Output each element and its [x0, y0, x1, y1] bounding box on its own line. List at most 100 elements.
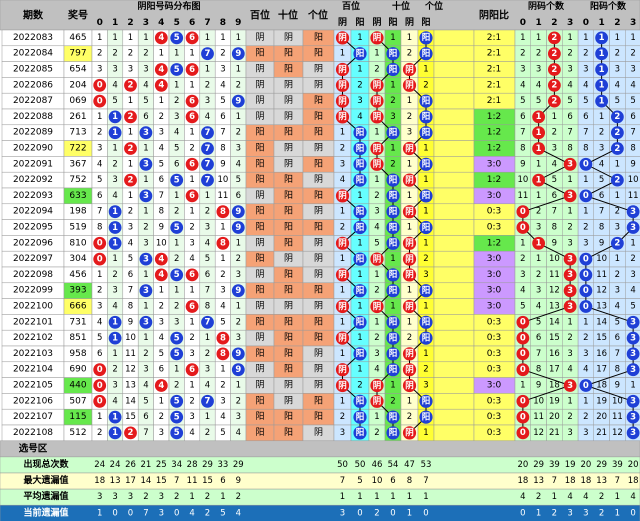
- dist-stat: 2: [236, 492, 241, 502]
- yang-count-stat: 0: [630, 508, 635, 518]
- header-pos-yang-1: 阳: [355, 17, 364, 28]
- period-value: 2022099: [13, 286, 53, 296]
- yin-count-stat: 3: [567, 508, 572, 518]
- bai-pos-ball-label: 阳: [356, 144, 365, 154]
- pos-miss: 1: [374, 175, 379, 185]
- yang-count-miss: 3: [615, 65, 620, 75]
- pad-cell: [433, 77, 475, 94]
- bai-attr: 阳: [255, 411, 264, 422]
- bai-pos-ball-label: 阳: [356, 207, 365, 217]
- yin-count-miss: 17: [549, 365, 560, 375]
- yang-count-miss: 5: [615, 96, 620, 106]
- prize-value: 507: [69, 396, 86, 406]
- yin-count-ball-label: 3: [567, 302, 573, 312]
- bai-pos-ball-label: 阴: [338, 302, 347, 312]
- period-value: 2022093: [13, 191, 53, 201]
- yin-count-miss: 9: [552, 238, 557, 248]
- pos-miss: 1: [357, 333, 362, 343]
- dist-miss: 2: [97, 49, 102, 59]
- bai-pos-ball-label: 阴: [338, 112, 347, 122]
- dist-miss: 1: [174, 80, 179, 90]
- period-value: 2022100: [13, 302, 53, 312]
- dist-miss: 1: [112, 144, 117, 154]
- yin-count-miss: 6: [520, 112, 525, 122]
- dist-miss: 1: [143, 33, 148, 43]
- dist-ball-0-label: 0: [97, 381, 103, 391]
- yang-count-ball-label: 3: [630, 207, 636, 217]
- pos-miss: 1: [374, 412, 379, 422]
- yang-count-miss: 10: [612, 396, 623, 406]
- pos-miss: 1: [374, 317, 379, 327]
- pos-miss: 3: [390, 112, 395, 122]
- pos-miss: 1: [423, 302, 428, 312]
- dist-stat: 34: [171, 460, 182, 470]
- dist-miss: 2: [220, 49, 225, 59]
- dist-miss: 5: [128, 254, 133, 264]
- dist-miss: 2: [112, 270, 117, 280]
- yin-count-miss: 2: [567, 412, 572, 422]
- dist-miss: 4: [205, 112, 210, 122]
- dist-ball-6: [185, 31, 199, 45]
- dist-miss: 1: [97, 412, 102, 422]
- pos-miss: 2: [374, 191, 379, 201]
- dist-ball-5-label: 5: [174, 33, 180, 43]
- dist-ball-9: [231, 47, 245, 61]
- bai-pos-ball: [335, 62, 350, 77]
- dist-stat: 28: [187, 460, 198, 470]
- bai-attr: 阳: [255, 206, 264, 217]
- yin-count-stat: 7: [552, 476, 557, 486]
- dist-miss: 1: [189, 317, 194, 327]
- dist-miss: 1: [128, 159, 133, 169]
- yin-count-ball-label: 2: [551, 65, 557, 75]
- yin-count-miss: 7: [567, 128, 572, 138]
- shi-pos-ball-label: 阳: [389, 428, 398, 438]
- dist-miss: 3: [112, 175, 117, 185]
- shi-attr: 阴: [284, 253, 293, 264]
- ratio-value: 2:1: [487, 80, 501, 90]
- yang-count-miss: 2: [583, 223, 588, 233]
- dist-ball-2-label: 2: [128, 428, 134, 438]
- pos-miss: 1: [407, 159, 412, 169]
- shi-pos-ball-label: 阳: [389, 412, 398, 422]
- dist-miss: 3: [143, 365, 148, 375]
- dist-miss: 5: [159, 349, 164, 359]
- dist-stat: 29: [202, 460, 213, 470]
- bai-pos-ball-label: 阴: [338, 96, 347, 106]
- pos-miss: 1: [357, 191, 362, 201]
- shi-attr: 阳: [284, 206, 293, 217]
- bai-pos-ball-label: 阴: [338, 365, 347, 375]
- yin-count-miss: 5: [536, 317, 541, 327]
- header-hundreds-group: 百位: [342, 0, 360, 12]
- dist-ball-3: [139, 157, 153, 171]
- yang-count-miss: 16: [596, 349, 607, 359]
- pos-stat: 0: [423, 508, 428, 518]
- dist-miss: 1: [189, 80, 194, 90]
- prize-value: 797: [69, 49, 86, 59]
- dist-ball-1: [108, 205, 122, 219]
- dist-ball-0: [93, 78, 107, 92]
- prize-value: 304: [69, 254, 86, 264]
- dist-ball-4: [154, 252, 168, 266]
- ge-pos-ball-label: 阳: [422, 33, 431, 43]
- dist-ball-5-label: 5: [174, 223, 180, 233]
- pos-miss: 1: [423, 65, 428, 75]
- prize-value: 633: [69, 191, 86, 201]
- yin-count-miss: 1: [520, 381, 525, 391]
- dist-miss: 1: [205, 65, 210, 75]
- bai-pos-ball-label: 阴: [338, 81, 347, 91]
- yin-count-miss: 2: [520, 49, 525, 59]
- dist-miss: 3: [159, 428, 164, 438]
- header-tens-group: 十位: [392, 0, 410, 12]
- shi-attr: 阳: [284, 332, 293, 343]
- dist-miss: 4: [97, 317, 102, 327]
- stat-label: 当前遗漏值: [23, 506, 68, 518]
- bai-attr: 阴: [255, 301, 264, 312]
- dist-ball-2-label: 2: [128, 144, 134, 154]
- dist-ball-4-label: 4: [158, 381, 164, 391]
- pad-cell: [433, 45, 475, 62]
- yin-count-miss: 1: [520, 238, 525, 248]
- yin-count-miss: 3: [536, 65, 541, 75]
- pad-cell: [433, 108, 475, 126]
- dist-miss: 1: [189, 207, 194, 217]
- dist-miss: 1: [205, 333, 210, 343]
